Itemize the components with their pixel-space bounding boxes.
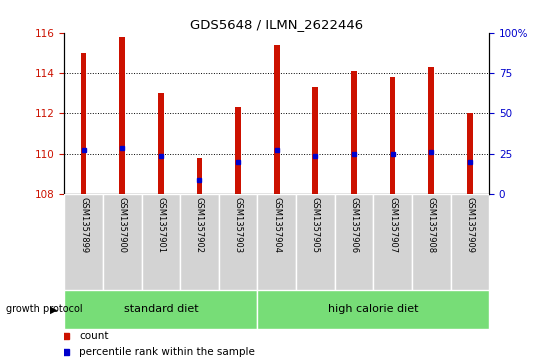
Text: GSM1357906: GSM1357906 [349,197,358,253]
Text: high calorie diet: high calorie diet [328,305,419,314]
Title: GDS5648 / ILMN_2622446: GDS5648 / ILMN_2622446 [190,19,363,32]
Bar [335,194,373,290]
Bar [373,194,412,290]
Text: GSM1357903: GSM1357903 [234,197,243,253]
Bar [312,87,318,194]
Bar [274,45,280,194]
Text: standard diet: standard diet [124,305,198,314]
Bar [451,194,489,290]
Text: GSM1357909: GSM1357909 [465,197,475,253]
Text: GSM1357900: GSM1357900 [118,197,127,253]
Bar [197,158,202,194]
Bar [64,290,257,329]
Text: percentile rank within the sample: percentile rank within the sample [79,347,255,357]
Bar [351,71,357,194]
Text: GSM1357907: GSM1357907 [388,197,397,253]
Bar [257,194,296,290]
Text: GSM1357904: GSM1357904 [272,197,281,253]
Text: ▶: ▶ [50,305,58,314]
Bar [219,194,257,290]
Bar [428,67,434,194]
Bar [119,37,125,194]
Text: GSM1357902: GSM1357902 [195,197,204,253]
Bar [141,194,180,290]
Bar [103,194,141,290]
Bar [257,290,489,329]
Text: count: count [79,331,108,341]
Text: growth protocol: growth protocol [6,305,82,314]
Text: GSM1357901: GSM1357901 [157,197,165,253]
Bar [64,194,103,290]
Text: GSM1357899: GSM1357899 [79,197,88,253]
Bar [158,93,164,194]
Text: GSM1357905: GSM1357905 [311,197,320,253]
Text: GSM1357908: GSM1357908 [427,197,435,253]
Bar [180,194,219,290]
Bar [390,77,395,194]
Bar [296,194,335,290]
Bar [467,113,473,194]
Bar [412,194,451,290]
Bar [235,107,241,194]
Bar [80,53,87,194]
